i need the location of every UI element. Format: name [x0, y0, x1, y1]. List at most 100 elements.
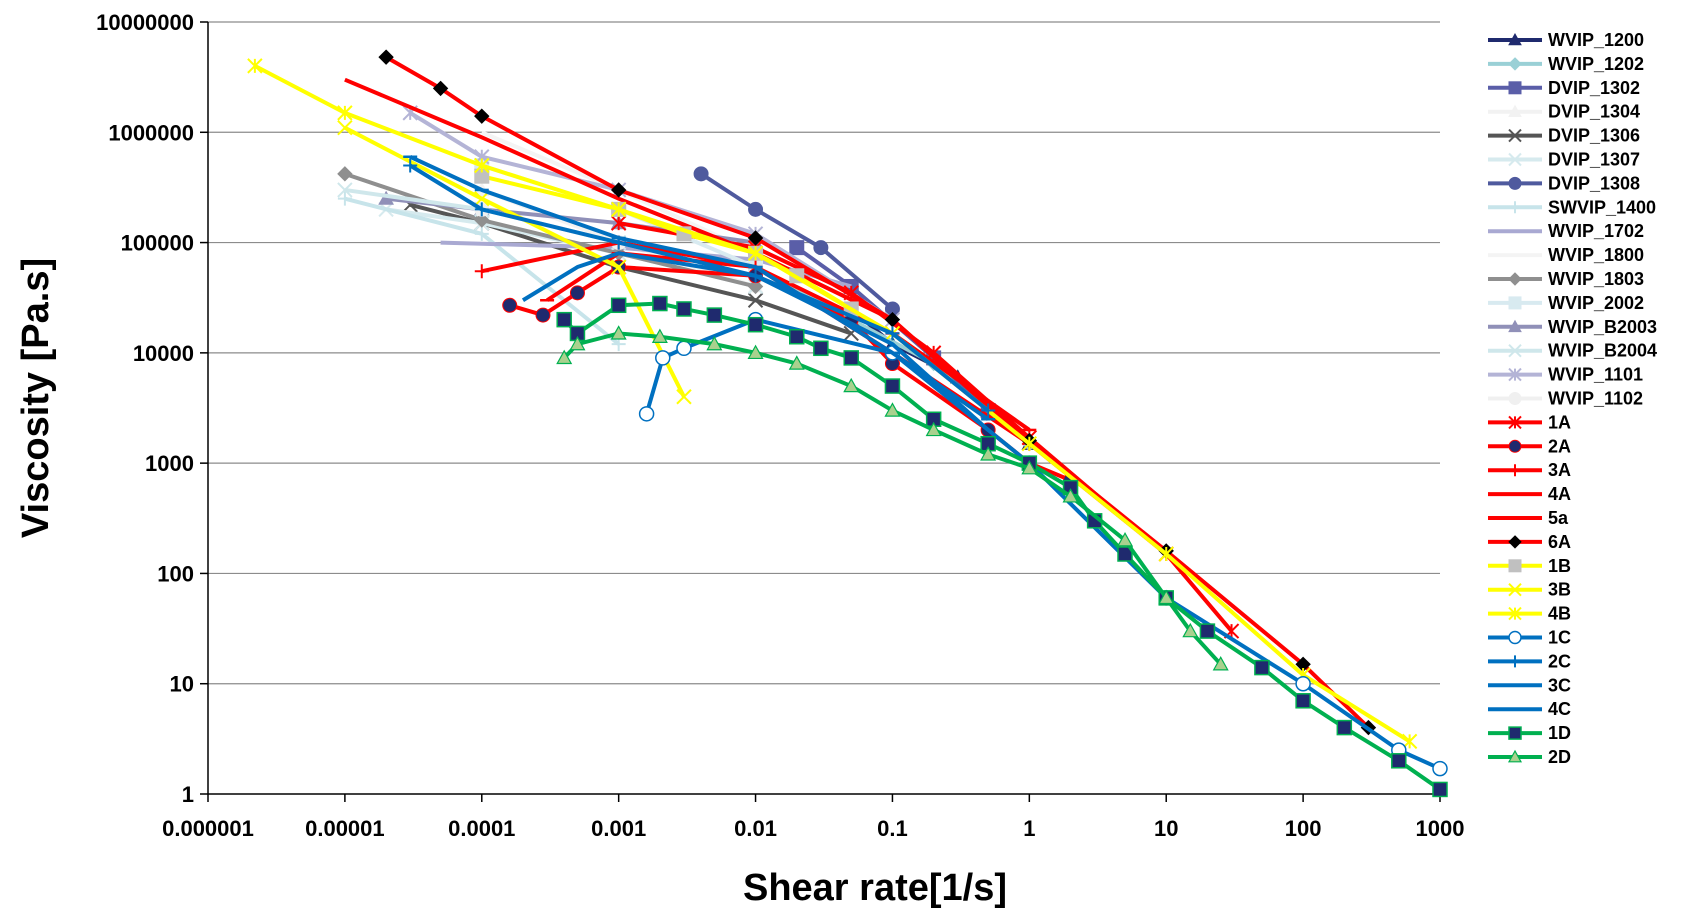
legend-marker [1508, 606, 1522, 621]
legend-label: 1C [1548, 628, 1571, 648]
legend-entry: DVIP_1302 [1488, 78, 1640, 98]
legend-entry: 1A [1488, 412, 1571, 432]
data-point [1212, 656, 1229, 671]
data-point [813, 340, 829, 357]
x-tick-label: 0.1 [877, 816, 908, 841]
data-point [652, 295, 668, 312]
data-point [378, 49, 394, 65]
legend-marker [1508, 343, 1522, 358]
legend-label: WVIP_1102 [1548, 389, 1643, 409]
legend-entry: DVIP_1307 [1488, 150, 1640, 170]
legend-entry: DVIP_1306 [1488, 126, 1640, 146]
data-point [474, 108, 490, 124]
data-point [337, 166, 353, 182]
data-point [1432, 760, 1448, 777]
y-tick-label: 10000000 [96, 10, 194, 35]
legend-entry: 1C [1488, 628, 1571, 648]
x-tick-label: 0.0001 [448, 816, 515, 841]
data-point [981, 403, 996, 418]
data-point [655, 350, 671, 366]
data-point [1021, 459, 1038, 475]
x-tick-label: 0.00001 [305, 816, 385, 841]
legend-marker [1509, 464, 1521, 477]
data-point [747, 245, 764, 261]
y-tick-label: 100000 [121, 231, 194, 256]
x-tick-label: 100 [1285, 816, 1322, 841]
data-point [1182, 622, 1199, 638]
data-point [706, 307, 723, 323]
legend-entry: 2D [1488, 747, 1571, 767]
series-line [409, 163, 990, 413]
y-tick-label: 10 [170, 672, 194, 697]
x-tick-label: 0.001 [591, 816, 646, 841]
legend-entry: WVIP_1102 [1488, 389, 1643, 409]
data-point [1199, 623, 1216, 639]
y-tick-label: 1000000 [108, 120, 194, 145]
legend-label: 6A [1548, 532, 1571, 552]
legend-marker [1508, 439, 1522, 453]
data-point [474, 264, 489, 279]
legend-marker [1508, 367, 1522, 382]
data-point [651, 328, 668, 343]
legend-marker [1507, 749, 1523, 763]
x-tick-label: 1 [1023, 816, 1035, 841]
legend-label: WVIP_1803 [1548, 269, 1644, 289]
series-2D [556, 325, 1229, 671]
legend-entry: 4B [1488, 604, 1571, 624]
series-line [699, 172, 894, 311]
data-point [569, 285, 585, 301]
data-point [1295, 675, 1311, 692]
legend-entry: WVIP_1702 [1488, 221, 1644, 241]
series-line [562, 301, 1442, 792]
data-point [556, 311, 572, 328]
data-point [610, 297, 627, 314]
legend-marker [1508, 57, 1522, 71]
legend-marker [1508, 630, 1522, 645]
data-point [676, 301, 692, 317]
data-point [843, 377, 860, 393]
data-point [980, 446, 997, 461]
legend-marker [1508, 535, 1522, 549]
series-line [343, 125, 686, 398]
legend-label: WVIP_2002 [1548, 293, 1644, 313]
axis-layer [200, 21, 1441, 802]
legend-marker [1509, 201, 1521, 214]
legend-label: DVIP_1307 [1548, 150, 1640, 170]
data-point [1336, 719, 1353, 736]
data-point [885, 326, 900, 341]
legend-entry: WVIP_1800 [1488, 245, 1644, 265]
series-line [644, 317, 1441, 771]
series-line [521, 251, 990, 432]
series-SWVIP_1400 [337, 191, 626, 352]
data-point [610, 182, 627, 198]
series-1D [556, 295, 1448, 798]
data-point [925, 421, 942, 437]
legend-entry: WVIP_1202 [1488, 54, 1644, 74]
data-point [337, 105, 353, 121]
legend-marker [1508, 128, 1522, 143]
series-line [409, 154, 990, 421]
data-point [610, 325, 627, 340]
legend-marker [1508, 176, 1522, 190]
y-axis-title: Viscosity [Pa.s] [15, 258, 57, 538]
legend-label: 3C [1548, 675, 1571, 695]
data-point [337, 182, 353, 198]
legend-marker [1508, 392, 1522, 405]
series-line [253, 64, 1411, 744]
legend-label: 3A [1548, 460, 1571, 480]
legend-label: WVIP_1101 [1548, 365, 1643, 385]
legend-entry: DVIP_1304 [1488, 102, 1640, 122]
x-tick-label: 10 [1154, 816, 1178, 841]
legend-entry: WVIP_2002 [1488, 293, 1644, 313]
data-point [247, 58, 263, 74]
legend-label: 2A [1548, 436, 1571, 456]
data-point [1295, 693, 1311, 709]
data-point [748, 201, 764, 217]
data-point [1254, 659, 1270, 676]
data-point [747, 316, 764, 333]
data-point [1391, 753, 1407, 769]
legend-marker [1508, 296, 1522, 310]
legend-entry: 4C [1488, 699, 1571, 719]
